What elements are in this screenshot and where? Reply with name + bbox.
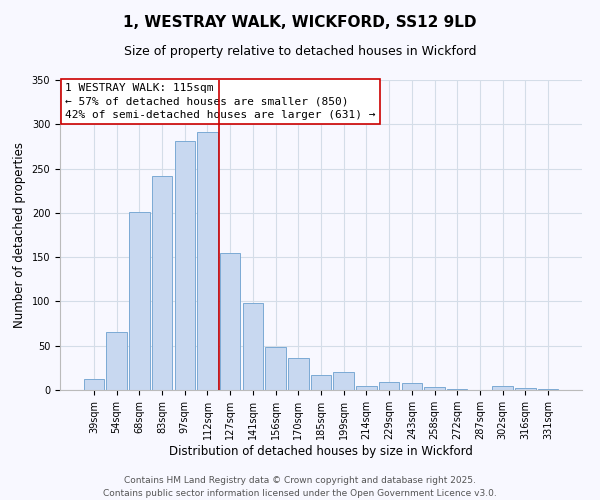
Text: 1 WESTRAY WALK: 115sqm
← 57% of detached houses are smaller (850)
42% of semi-de: 1 WESTRAY WALK: 115sqm ← 57% of detached… xyxy=(65,83,376,120)
Bar xyxy=(334,372,354,390)
X-axis label: Distribution of detached houses by size in Wickford: Distribution of detached houses by size … xyxy=(169,445,473,458)
Bar xyxy=(106,332,127,390)
Bar xyxy=(288,358,308,390)
Y-axis label: Number of detached properties: Number of detached properties xyxy=(13,142,26,328)
Bar xyxy=(538,389,558,390)
Bar xyxy=(220,252,241,390)
Bar xyxy=(424,388,445,390)
Bar xyxy=(515,388,536,390)
Bar xyxy=(356,386,377,390)
Bar xyxy=(379,382,400,390)
Bar xyxy=(152,176,172,390)
Bar xyxy=(242,303,263,390)
Bar xyxy=(197,132,218,390)
Text: Size of property relative to detached houses in Wickford: Size of property relative to detached ho… xyxy=(124,45,476,58)
Bar xyxy=(265,348,286,390)
Bar xyxy=(84,380,104,390)
Text: Contains HM Land Registry data © Crown copyright and database right 2025.
Contai: Contains HM Land Registry data © Crown c… xyxy=(103,476,497,498)
Bar xyxy=(493,386,513,390)
Bar xyxy=(129,212,149,390)
Bar xyxy=(175,141,195,390)
Bar xyxy=(447,389,467,390)
Text: 1, WESTRAY WALK, WICKFORD, SS12 9LD: 1, WESTRAY WALK, WICKFORD, SS12 9LD xyxy=(123,15,477,30)
Bar xyxy=(401,383,422,390)
Bar xyxy=(311,375,331,390)
